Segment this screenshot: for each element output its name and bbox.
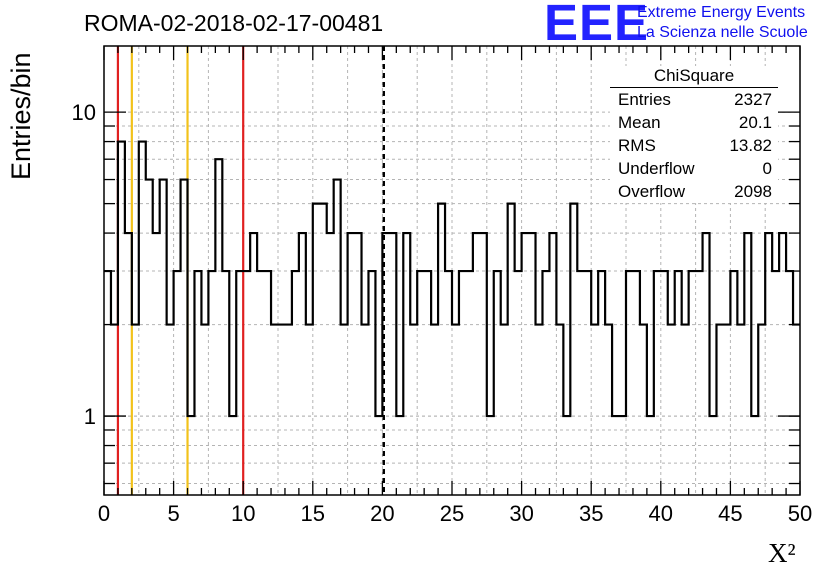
- x-tick-label: 40: [649, 501, 673, 526]
- x-tick-label: 15: [301, 501, 325, 526]
- tick-labels: 0 5 10 15 20 25 30 35 40 45 50 1 10: [72, 100, 813, 526]
- x-tick-label: 30: [509, 501, 533, 526]
- stats-title: ChiSquare: [610, 66, 778, 88]
- stats-row-mean: Mean 20.1: [610, 111, 778, 134]
- stats-value: 2327: [734, 90, 772, 109]
- stats-value: 13.82: [729, 136, 772, 155]
- x-tick-label: 50: [788, 501, 812, 526]
- x-tick-label: 5: [167, 501, 179, 526]
- axis-ticks: [103, 46, 801, 495]
- stats-label: Mean: [618, 113, 661, 132]
- x-tick-label: 10: [231, 501, 255, 526]
- logo-caption: Extreme Energy Events La Scienza nelle S…: [637, 3, 808, 43]
- stats-value: 0: [762, 159, 772, 178]
- logo-line-1: Extreme Energy Events: [637, 4, 806, 21]
- stats-label: Entries: [618, 90, 671, 109]
- x-axis-label: X²: [768, 538, 796, 568]
- x-tick-label: 20: [370, 501, 394, 526]
- x-tick-label: 45: [718, 501, 742, 526]
- stats-value: 20.1: [738, 113, 772, 132]
- stats-row-entries: Entries 2327: [610, 88, 778, 111]
- stats-box: ChiSquare Entries 2327 Mean 20.1 RMS 13.…: [610, 66, 778, 203]
- stats-row-overflow: Overflow 2098: [610, 180, 778, 203]
- x-tick-label: 0: [98, 501, 110, 526]
- stats-row-rms: RMS 13.82: [610, 134, 778, 157]
- eee-logo: EEE: [544, 0, 650, 51]
- y-tick-label: 10: [72, 100, 96, 125]
- y-axis-label: Entries/bin: [6, 52, 36, 180]
- stats-label: RMS: [618, 136, 656, 155]
- chart-title: ROMA-02-2018-02-17-00481: [84, 10, 384, 36]
- logo-line-2: La Scienza nelle Scuole: [637, 24, 808, 41]
- y-tick-label: 1: [84, 404, 96, 429]
- stats-value: 2098: [734, 182, 772, 201]
- histogram-series: [104, 140, 800, 418]
- stats-row-underflow: Underflow 0: [610, 157, 778, 180]
- x-tick-label: 25: [440, 501, 464, 526]
- stats-label: Underflow: [618, 159, 695, 178]
- x-tick-label: 35: [579, 501, 603, 526]
- stats-label: Overflow: [618, 182, 686, 201]
